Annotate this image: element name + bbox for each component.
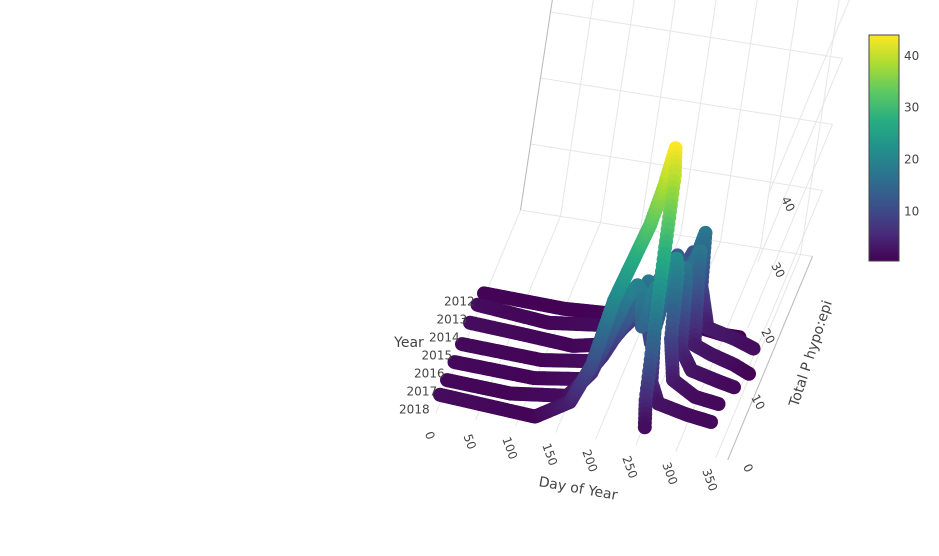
colorbar-tick-label: 20 — [904, 153, 919, 167]
z-tick-label: 0 — [740, 461, 756, 474]
side-wall-grid-line — [747, 124, 833, 328]
z-tick-label: 20 — [758, 326, 778, 346]
side-wall-grid-line — [737, 190, 823, 394]
back-wall-grid-line — [680, 0, 717, 236]
colorbar-tick-label: 30 — [904, 101, 919, 115]
side-wall-grid-line — [757, 58, 843, 262]
axis-line — [727, 256, 813, 460]
back-wall-grid-line — [600, 0, 635, 223]
y-axis-title: Year — [393, 335, 424, 351]
y-tick-label: 2015 — [422, 349, 453, 363]
y-tick-label: 2013 — [437, 313, 468, 327]
z-tick-label: 30 — [768, 260, 788, 280]
series-2012 — [433, 141, 683, 435]
z-axis-title: Total P hypo:epi — [786, 299, 836, 410]
back-wall-grid-line — [800, 0, 840, 255]
x-tick-label: 300 — [659, 460, 680, 486]
back-wall-grid-line — [520, 0, 553, 211]
x-tick-label: 350 — [699, 467, 720, 493]
x-axis-title: Day of Year — [537, 474, 618, 504]
axis-lines — [520, 0, 813, 460]
side-wall-grid-line — [767, 0, 850, 196]
z-tick-label: 10 — [748, 392, 768, 412]
x-tick-label: 150 — [539, 441, 560, 467]
y-tick-label: 2018 — [399, 403, 430, 417]
trace-point — [746, 341, 761, 356]
trace-point — [711, 397, 726, 411]
back-wall-grid-line — [540, 77, 833, 125]
colorbar: 10 20 30 40 — [868, 34, 919, 262]
x-tick-label: 0 — [422, 429, 438, 441]
back-wall-grid-line — [720, 0, 758, 242]
trace-point — [727, 380, 741, 395]
back-wall-grid-line — [560, 0, 594, 217]
floor-grid-line — [715, 254, 801, 459]
trace-point — [637, 420, 652, 435]
trace-point — [742, 366, 756, 381]
z-tick-label: 40 — [778, 194, 798, 214]
x-tick-label: 200 — [579, 448, 600, 474]
y-tick-label: 2012 — [444, 295, 475, 309]
colorbar-ticks: 10 20 30 40 — [904, 49, 919, 219]
y-tick-label: 2016 — [414, 367, 445, 381]
y-axis-ticks: 2012 2013 2014 2015 2016 2017 2018 — [399, 295, 475, 417]
y-tick-label: 2017 — [407, 385, 438, 399]
colorbar-tick-label: 40 — [904, 49, 919, 63]
colorbar-tick-label: 10 — [904, 205, 919, 219]
colorbar-gradient — [868, 34, 900, 262]
back-wall-grid-line — [760, 0, 799, 249]
x-tick-label: 100 — [499, 435, 520, 461]
axis-line — [520, 0, 553, 211]
y-tick-label: 2014 — [429, 331, 460, 345]
x-tick-label: 50 — [461, 432, 479, 451]
trace-point — [704, 415, 718, 429]
back-wall-grid-line — [640, 0, 676, 230]
back-wall-grid-line — [550, 11, 843, 59]
x-tick-label: 250 — [619, 454, 640, 480]
plot-traces — [433, 141, 761, 435]
